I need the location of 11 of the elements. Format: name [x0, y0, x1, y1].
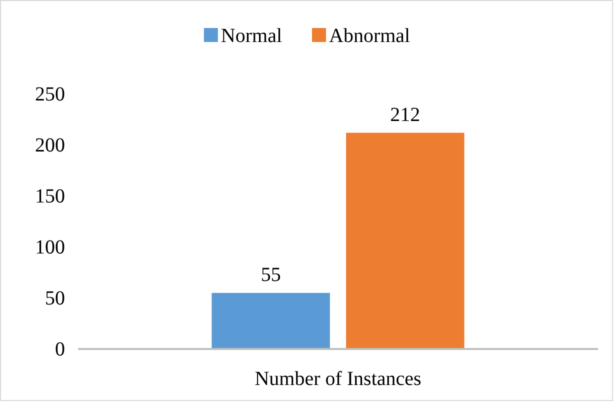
y-tick-label: 250	[35, 83, 65, 106]
legend-label: Normal	[220, 25, 282, 47]
data-label: 55	[260, 264, 281, 286]
data-label: 212	[390, 104, 420, 126]
y-tick-label: 100	[35, 236, 65, 258]
legend-label: Abnormal	[329, 25, 411, 47]
y-tick-label: 50	[45, 287, 65, 310]
y-tick-label: 0	[55, 338, 65, 360]
y-tick-label: 200	[35, 134, 65, 156]
y-tick-label: 150	[35, 185, 65, 208]
x-tick-label: Number of Instances	[254, 368, 422, 390]
